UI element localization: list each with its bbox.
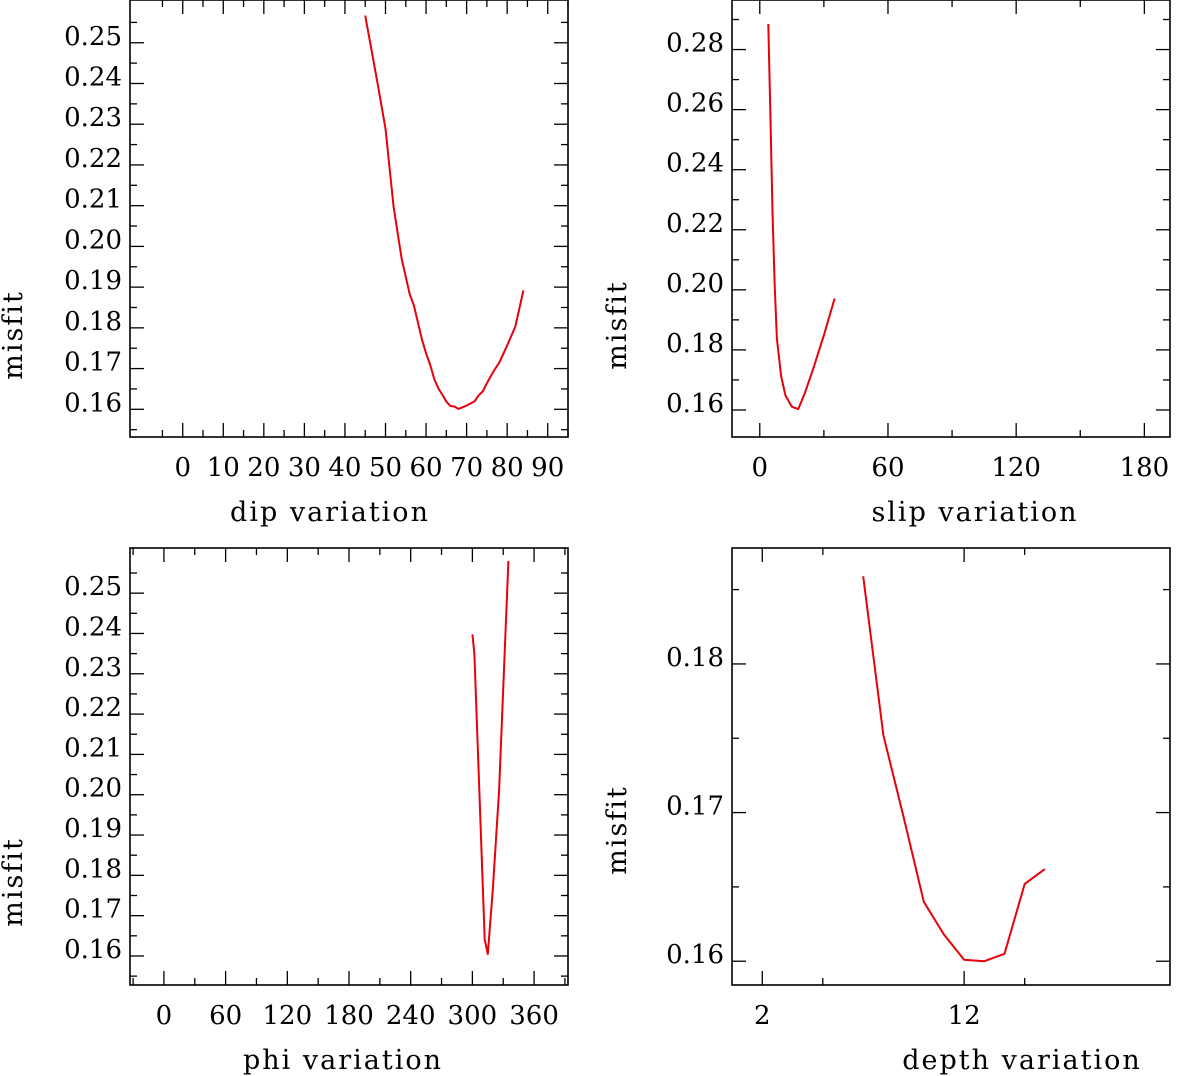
y-tick-label: 0.22 [666, 209, 724, 239]
series-line-slip [767, 23, 836, 411]
y-axis-title: misfit [602, 280, 633, 370]
x-tick-label: 70 [450, 453, 483, 483]
y-tick-label: 0.22 [64, 693, 122, 723]
x-tick-label: 300 [448, 1001, 498, 1031]
y-tick-label: 0.19 [64, 814, 122, 844]
x-tick-label: 180 [324, 1001, 374, 1031]
plot-frame [731, 547, 1171, 986]
plot-frame [129, 0, 569, 438]
y-tick-label: 0.22 [64, 144, 122, 174]
x-tick-label: 240 [386, 1001, 436, 1031]
x-axis-title: dip variation [230, 497, 430, 528]
y-tick-label: 0.16 [666, 389, 724, 419]
y-tick-label: 0.17 [64, 895, 122, 925]
x-tick-label: 50 [369, 453, 402, 483]
x-axis-title: slip variation [871, 497, 1078, 528]
x-tick-label: 60 [410, 453, 443, 483]
y-tick-label: 0.17 [64, 348, 122, 378]
x-tick-label: 12 [948, 1001, 981, 1031]
series-line-phi [471, 560, 510, 955]
x-tick-label: 40 [328, 453, 361, 483]
plot-frame [129, 547, 569, 986]
y-tick-label: 0.20 [64, 225, 122, 255]
x-axis-title: depth variation [902, 1045, 1142, 1076]
y-tick-label: 0.16 [666, 940, 724, 970]
y-tick-label: 0.20 [64, 774, 122, 804]
x-tick-label: 0 [156, 1001, 173, 1031]
y-tick-label: 0.21 [64, 733, 122, 763]
series-line-depth [862, 576, 1046, 963]
y-tick-label: 0.25 [64, 572, 122, 602]
y-tick-label: 0.25 [64, 22, 122, 52]
x-tick-label: 0 [752, 453, 769, 483]
y-tick-label: 0.23 [64, 653, 122, 683]
y-tick-label: 0.24 [64, 62, 122, 92]
y-tick-label: 0.16 [64, 935, 122, 965]
y-tick-label: 0.28 [666, 29, 724, 59]
y-tick-label: 0.24 [64, 612, 122, 642]
x-tick-label: 80 [491, 453, 524, 483]
y-tick-label: 0.16 [64, 388, 122, 418]
plot-frame [731, 0, 1171, 438]
x-tick-label: 0 [174, 453, 191, 483]
x-tick-label: 90 [531, 453, 564, 483]
y-tick-label: 0.23 [64, 103, 122, 133]
x-axis-title: phi variation [243, 1045, 443, 1076]
x-tick-label: 120 [991, 453, 1041, 483]
y-tick-label: 0.18 [666, 643, 724, 673]
y-tick-label: 0.19 [64, 266, 122, 296]
y-tick-label: 0.18 [64, 307, 122, 337]
x-tick-label: 360 [509, 1001, 559, 1031]
y-axis-title: misfit [0, 290, 29, 380]
y-tick-label: 0.18 [64, 854, 122, 884]
y-axis-title: misfit [602, 785, 633, 875]
y-tick-label: 0.26 [666, 89, 724, 119]
series-line-dip [364, 15, 525, 410]
y-tick-label: 0.20 [666, 269, 724, 299]
x-tick-label: 120 [262, 1001, 312, 1031]
chart-panel-slip: 0 60 120 180 0.16 0.18 0.20 0.22 0.24 0.26 0.28 sli… [602, 0, 1171, 528]
x-tick-label: 60 [209, 1001, 242, 1031]
x-tick-label: 10 [207, 453, 240, 483]
x-tick-label: 30 [288, 453, 321, 483]
y-tick-label: 0.24 [666, 149, 724, 179]
y-tick-label: 0.18 [666, 329, 724, 359]
chart-panel-dip: 0 10 20 30 40 50 60 70 80 90 0.16 0.17 0.18 0.19 0.20 0… [0, 0, 569, 528]
y-tick-label: 0.17 [666, 792, 724, 822]
chart-panel-phi: 0 60 120 180 240 300 360 0.16 0.17 0.18 0.19 0.20 0.… [0, 547, 569, 1076]
x-tick-label: 20 [247, 453, 280, 483]
chart-panel-depth: 2 12 0.16 0.17 0.18 depth variation misfit [602, 547, 1171, 1076]
x-tick-label: 180 [1120, 453, 1170, 483]
x-tick-label: 60 [871, 453, 904, 483]
x-tick-label: 2 [754, 1001, 771, 1031]
y-axis-title: misfit [0, 837, 29, 927]
y-tick-label: 0.21 [64, 185, 122, 215]
